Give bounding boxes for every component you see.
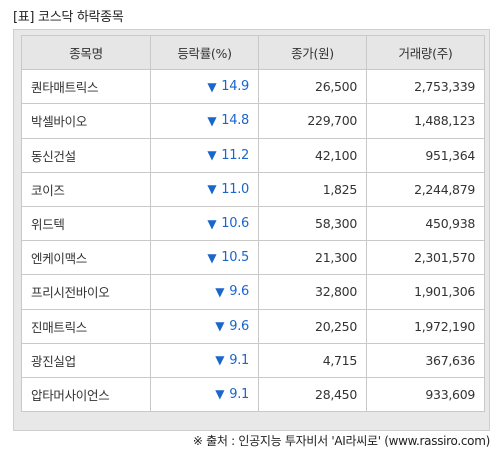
rate-value: 11.2 [221,147,249,163]
cell-volume: 951,364 [367,138,485,173]
cell-price: 58,300 [259,206,367,242]
cell-price: 20,250 [259,309,367,344]
cell-price: 229,700 [259,104,367,139]
cell-rate: ▼ 9.1 [151,377,259,413]
cell-name: 프리시전바이오 [22,275,151,310]
down-triangle-icon: ▼ [207,148,217,163]
header-name: 종목명 [22,36,151,71]
down-triangle-icon: ▼ [207,216,217,231]
cell-rate: ▼ 11.2 [151,138,259,173]
rate-value: 9.1 [229,386,249,402]
rate-value: 9.6 [229,284,249,300]
cell-rate: ▼ 14.8 [151,104,259,139]
cell-name: 위드텍 [22,206,151,242]
down-triangle-icon: ▼ [207,79,217,94]
cell-volume: 450,938 [367,206,485,242]
header-price: 종가(원) [259,36,367,71]
cell-rate: ▼ 11.0 [151,172,259,207]
cell-name: 압타머사이언스 [22,377,151,413]
cell-price: 26,500 [259,70,367,105]
cell-price: 21,300 [259,241,367,276]
cell-volume: 2,301,570 [367,241,485,276]
cell-rate: ▼ 9.6 [151,275,259,310]
down-triangle-icon: ▼ [207,250,217,265]
cell-name: 코이즈 [22,172,151,207]
cell-volume: 933,609 [367,377,485,413]
cell-name: 퀀타매트릭스 [22,70,151,105]
rate-value: 11.0 [221,181,249,197]
cell-volume: 2,244,879 [367,172,485,207]
cell-volume: 1,972,190 [367,309,485,344]
table-frame: 종목명 등락률(%) 종가(원) 거래량(주) 퀀타매트릭스 ▼ 14.9 26,… [13,29,490,431]
cell-rate: ▼ 9.6 [151,309,259,344]
cell-rate: ▼ 10.5 [151,241,259,276]
page-title: [표] 코스닥 하락종목 [13,10,124,25]
cell-name: 진매트릭스 [22,309,151,344]
header-rate: 등락률(%) [151,36,259,71]
cell-price: 32,800 [259,275,367,310]
cell-price: 42,100 [259,138,367,173]
cell-name: 박셀바이오 [22,104,151,139]
stock-table: 종목명 등락률(%) 종가(원) 거래량(주) 퀀타매트릭스 ▼ 14.9 26,… [21,35,485,413]
source-note: ※ 출처 : 인공지능 투자비서 'AI라씨로' (www.rassiro.co… [192,434,490,448]
cell-volume: 1,901,306 [367,275,485,310]
cell-price: 4,715 [259,343,367,378]
down-triangle-icon: ▼ [215,387,225,402]
cell-volume: 1,488,123 [367,104,485,139]
rate-value: 14.8 [221,113,249,129]
down-triangle-icon: ▼ [215,284,225,299]
rate-value: 10.5 [221,250,249,266]
down-triangle-icon: ▼ [207,182,217,197]
cell-volume: 367,636 [367,343,485,378]
cell-price: 1,825 [259,172,367,207]
cell-rate: ▼ 14.9 [151,70,259,105]
rate-value: 9.6 [229,318,249,334]
cell-rate: ▼ 9.1 [151,343,259,378]
down-triangle-icon: ▼ [207,113,217,128]
rate-value: 14.9 [221,79,249,95]
down-triangle-icon: ▼ [215,319,225,334]
cell-volume: 2,753,339 [367,70,485,105]
cell-name: 광진실업 [22,343,151,378]
down-triangle-icon: ▼ [215,353,225,368]
cell-price: 28,450 [259,377,367,413]
rate-value: 9.1 [229,352,249,368]
cell-name: 엔케이맥스 [22,241,151,276]
cell-name: 동신건설 [22,138,151,173]
rate-value: 10.6 [221,216,249,232]
cell-rate: ▼ 10.6 [151,206,259,242]
header-volume: 거래량(주) [367,36,485,71]
